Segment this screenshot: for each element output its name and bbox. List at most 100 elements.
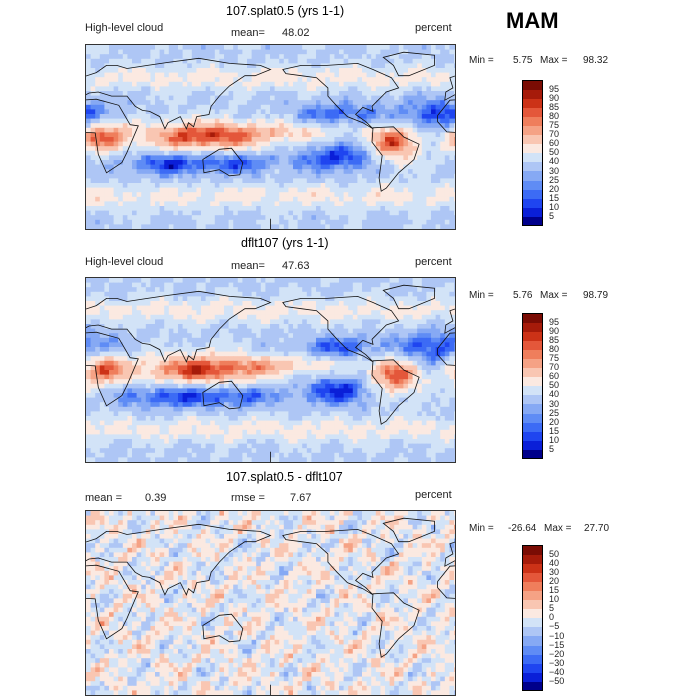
field-cell (127, 127, 133, 133)
field-cell (362, 347, 367, 352)
field-cell (164, 173, 170, 179)
field-cell (182, 81, 188, 87)
field-cell (265, 287, 271, 293)
field-cell (210, 91, 216, 96)
field-cell (256, 278, 262, 283)
field-cell (118, 356, 124, 362)
field-cell (329, 328, 335, 334)
field-cell (417, 178, 423, 184)
field-cell (357, 347, 363, 352)
field-cell (187, 314, 193, 320)
field-cell (90, 183, 96, 188)
field-cell (320, 305, 326, 311)
field-cell (118, 360, 124, 366)
field-cell (99, 351, 105, 357)
field-cell (113, 365, 119, 371)
field-cell (352, 118, 358, 124)
field-cell (283, 45, 289, 50)
field-cell (90, 141, 96, 147)
field-cell (109, 86, 114, 92)
field-cell (191, 86, 197, 92)
field-cell (380, 215, 386, 221)
field-cell (150, 333, 156, 339)
field-cell (302, 104, 308, 110)
field-cell (274, 118, 280, 124)
field-cell (408, 333, 413, 339)
field-cell (449, 91, 455, 96)
field-cell (366, 224, 372, 229)
field-cell (329, 58, 335, 64)
field-cell (196, 104, 202, 110)
field-cell (329, 296, 335, 302)
field-cell (122, 169, 128, 175)
field-cell (279, 86, 285, 92)
field-cell (205, 347, 211, 352)
field-cell (412, 169, 418, 175)
field-cell (343, 169, 349, 175)
field-cell (334, 132, 340, 138)
field-cell (440, 137, 446, 142)
field-cell (339, 63, 344, 69)
field-cell (210, 118, 216, 124)
field-cell (214, 109, 220, 115)
field-cell (357, 178, 363, 184)
field-cell (256, 169, 262, 175)
field-cell (95, 58, 101, 64)
field-cell (288, 169, 294, 175)
field-cell (196, 201, 202, 207)
field-cell (288, 164, 294, 170)
field-cell (150, 49, 156, 55)
field-cell (265, 365, 271, 371)
field-cell (256, 365, 262, 371)
field-cell (150, 146, 156, 152)
field-cell (444, 328, 450, 334)
field-cell (187, 160, 193, 165)
field-cell (178, 169, 183, 175)
field-cell (288, 173, 294, 179)
field-cell (398, 146, 404, 152)
field-cell (136, 333, 142, 339)
field-cell (302, 100, 308, 106)
field-cell (417, 45, 423, 50)
field-cell (398, 278, 404, 283)
field-cell (417, 310, 423, 316)
field-cell (362, 356, 367, 362)
field-cell (329, 100, 335, 106)
field-cell (316, 49, 321, 55)
field-cell (270, 81, 275, 87)
field-cell (274, 45, 280, 50)
field-cell (435, 360, 441, 366)
field-cell (431, 91, 436, 96)
field-cell (339, 86, 344, 92)
field-cell (334, 141, 340, 147)
field-cell (247, 215, 252, 221)
field-cell (109, 150, 114, 156)
field-cell (435, 58, 441, 64)
field-cell (279, 54, 285, 60)
field-cell (352, 86, 358, 92)
field-cell (178, 123, 183, 129)
field-cell (426, 118, 432, 124)
field-cell (155, 215, 160, 221)
field-cell (440, 301, 446, 306)
field-cell (182, 127, 188, 133)
field-cell (403, 278, 409, 283)
field-cell (375, 342, 381, 348)
field-cell (293, 328, 298, 334)
field-cell (421, 155, 427, 161)
field-cell (256, 342, 262, 348)
field-cell (260, 104, 266, 110)
field-cell (86, 127, 91, 133)
field-cell (251, 360, 257, 366)
field-cell (178, 68, 183, 73)
field-cell (247, 160, 252, 165)
field-cell (283, 132, 289, 138)
field-cell (210, 160, 216, 165)
field-cell (311, 132, 317, 138)
colorbar-level-label: 25 (549, 174, 560, 185)
field-cell (150, 91, 156, 96)
field-cell (339, 72, 344, 78)
field-cell (440, 201, 446, 207)
field-cell (352, 54, 358, 60)
field-cell (293, 81, 298, 87)
